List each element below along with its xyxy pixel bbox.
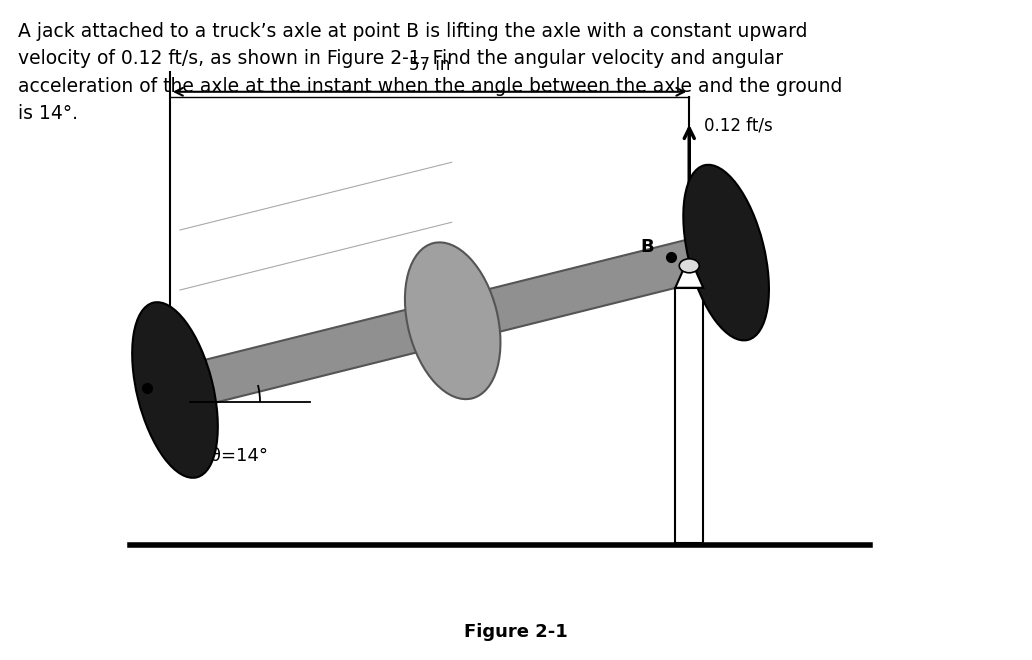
Text: Figure 2-1: Figure 2-1 (464, 623, 568, 641)
Text: 0.12 ft/s: 0.12 ft/s (704, 117, 773, 135)
Text: 57 in: 57 in (409, 56, 450, 74)
Text: A jack attached to a truck’s axle at point B is lifting the axle with a constant: A jack attached to a truck’s axle at poi… (18, 22, 842, 123)
Polygon shape (675, 270, 703, 288)
Text: B: B (641, 238, 654, 256)
Ellipse shape (132, 302, 218, 478)
Ellipse shape (679, 259, 700, 273)
Bar (675, 288, 703, 543)
Polygon shape (151, 236, 714, 416)
Ellipse shape (405, 242, 501, 399)
Ellipse shape (683, 165, 769, 341)
Text: θ=14°: θ=14° (209, 447, 268, 465)
Text: A: A (116, 372, 131, 391)
